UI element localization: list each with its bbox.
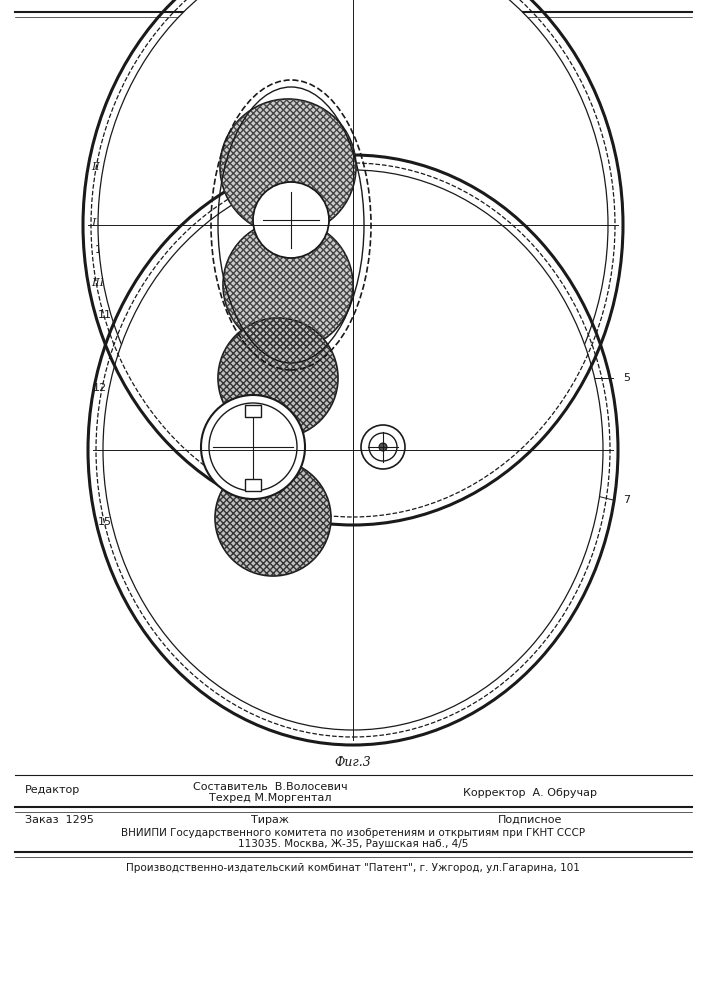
Text: Б-Б: Б-Б xyxy=(337,521,369,535)
Ellipse shape xyxy=(98,0,608,510)
Circle shape xyxy=(253,182,329,258)
Text: 1809816: 1809816 xyxy=(322,28,384,42)
FancyBboxPatch shape xyxy=(245,479,261,491)
Text: Фиг.2: Фиг.2 xyxy=(334,536,371,550)
Text: ВНИИПИ Государственного комитета по изобретениям и открытиям при ГКНТ СССР: ВНИИПИ Государственного комитета по изоб… xyxy=(121,828,585,838)
Circle shape xyxy=(369,433,397,461)
Text: 11: 11 xyxy=(98,310,112,320)
FancyBboxPatch shape xyxy=(245,405,261,417)
Circle shape xyxy=(215,460,331,576)
Circle shape xyxy=(201,395,305,499)
Circle shape xyxy=(218,318,338,438)
Text: I: I xyxy=(91,218,95,228)
Circle shape xyxy=(379,443,387,451)
Circle shape xyxy=(220,99,356,235)
Text: 12: 12 xyxy=(93,383,107,393)
Text: Подписное: Подписное xyxy=(498,815,562,825)
Ellipse shape xyxy=(103,170,603,730)
Text: Тираж: Тираж xyxy=(251,815,289,825)
Text: 7: 7 xyxy=(623,495,630,505)
Text: II: II xyxy=(91,162,100,172)
Circle shape xyxy=(209,403,297,491)
Text: А-А: А-А xyxy=(337,51,368,65)
Text: 13: 13 xyxy=(95,245,109,255)
Text: 5: 5 xyxy=(623,373,630,383)
Circle shape xyxy=(223,220,353,350)
Text: 15: 15 xyxy=(98,517,112,527)
Text: Составитель  В.Волосевич: Составитель В.Волосевич xyxy=(193,782,347,792)
Text: Заказ  1295: Заказ 1295 xyxy=(25,815,94,825)
Text: 113035. Москва, Ж-35, Раушская наб., 4/5: 113035. Москва, Ж-35, Раушская наб., 4/5 xyxy=(238,839,468,849)
Text: Редактор: Редактор xyxy=(25,785,81,795)
Text: Производственно-издательский комбинат "Патент", г. Ужгород, ул.Гагарина, 101: Производственно-издательский комбинат "П… xyxy=(126,863,580,873)
Text: III: III xyxy=(91,278,104,288)
Text: Фиг.3: Фиг.3 xyxy=(334,756,371,770)
Circle shape xyxy=(361,425,405,469)
Text: Корректор  А. Обручар: Корректор А. Обручар xyxy=(463,788,597,798)
Text: Техред М.Моргентал: Техред М.Моргентал xyxy=(209,793,332,803)
